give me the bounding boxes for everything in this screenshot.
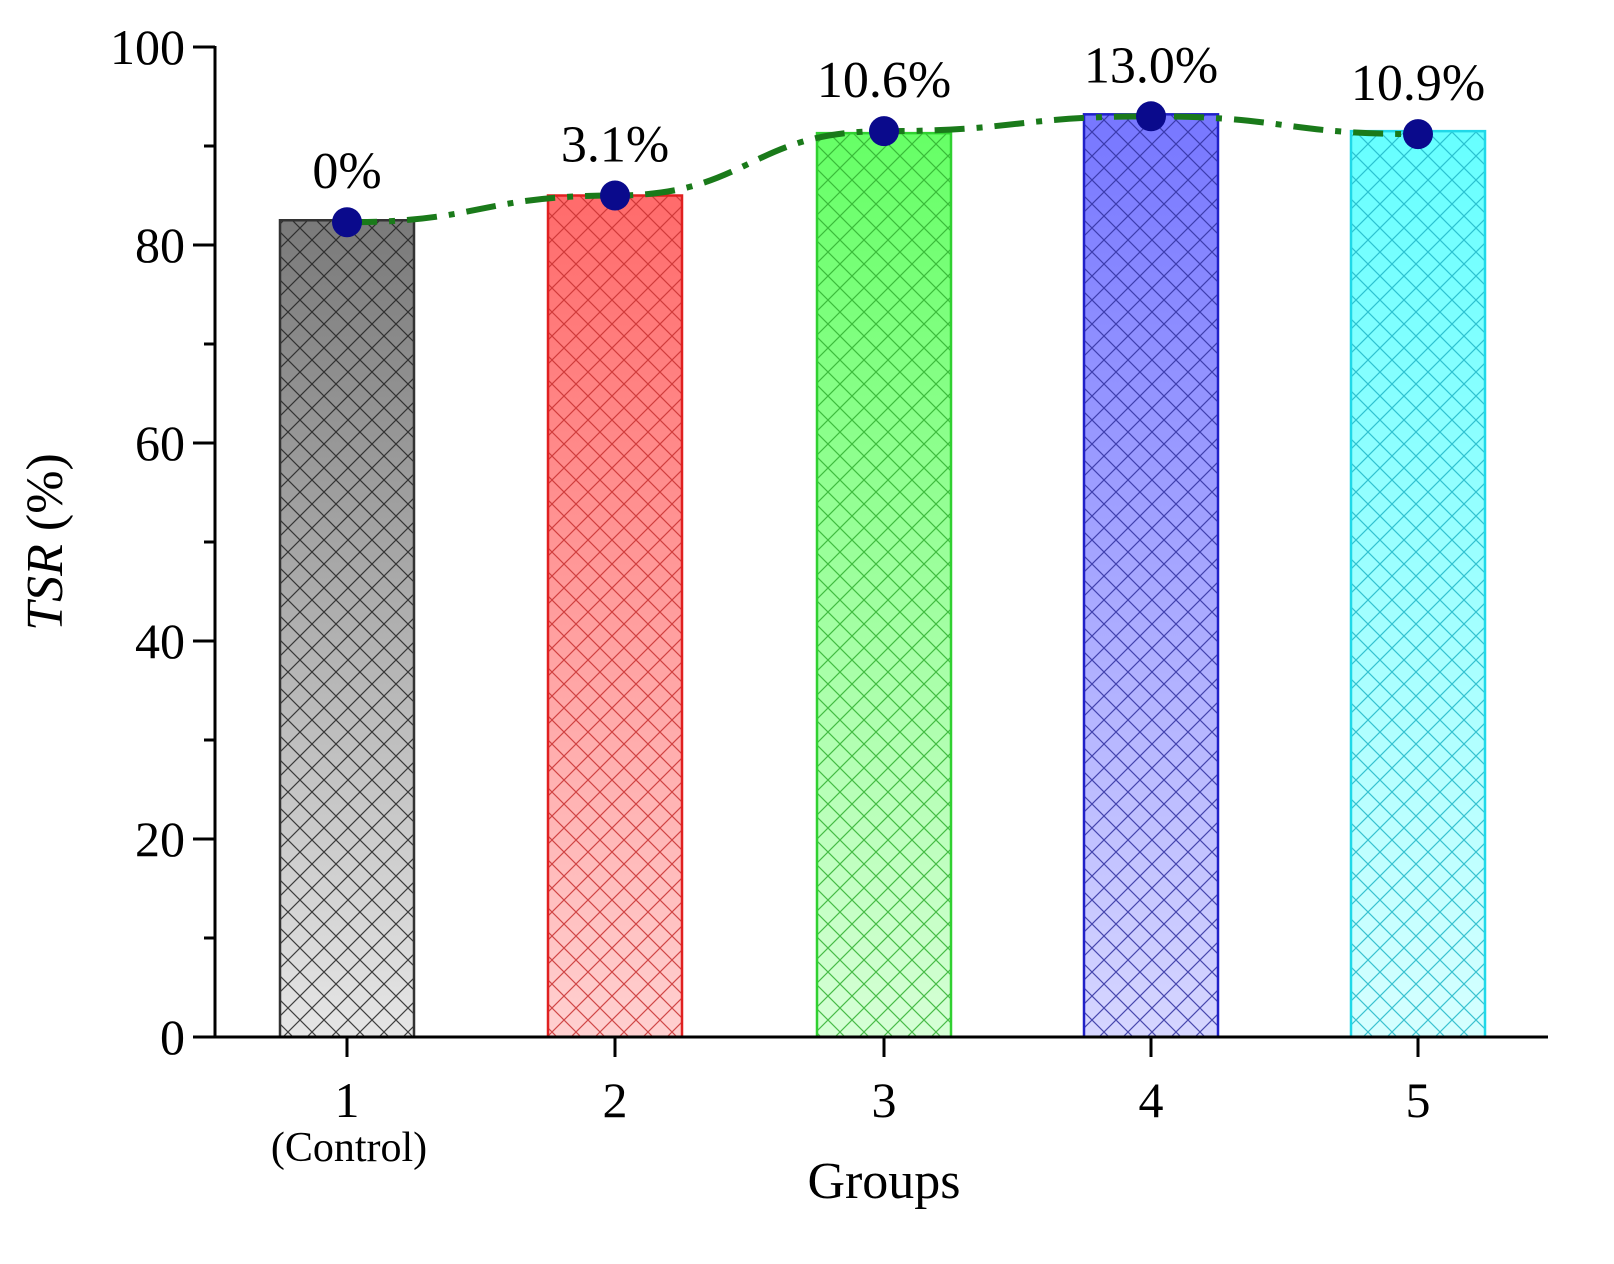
y-tick-label: 80	[135, 217, 185, 273]
trend-marker	[332, 207, 362, 238]
axes-group: 0 20 40 60 80 100 1(Control) 2 3 4 5	[110, 19, 1548, 1171]
x-tick-label: 4	[1139, 1072, 1164, 1128]
data-label: 3.1%	[561, 117, 669, 174]
bar-hatch-group-1	[278, 219, 416, 1039]
x-tick-sublabel: (Control)	[271, 1125, 427, 1171]
data-label: 10.9%	[1351, 55, 1485, 112]
bar-hatch-group-5	[1349, 129, 1487, 1039]
data-label: 13.0%	[1084, 37, 1218, 94]
bars-group	[278, 113, 1487, 1039]
y-tick-label: 60	[135, 415, 185, 471]
bar-hatch-group-2	[546, 194, 684, 1039]
x-tick-label: 5	[1406, 1072, 1431, 1128]
trend-marker	[869, 116, 899, 147]
trend-marker	[1403, 119, 1433, 150]
y-tick-label: 0	[160, 1009, 185, 1065]
y-tick-label: 40	[135, 613, 185, 669]
y-tick-label: 100	[110, 19, 185, 75]
trend-marker	[1136, 101, 1166, 132]
y-tick-label: 20	[135, 811, 185, 867]
y-axis-title-variable: TSR	[17, 544, 74, 631]
x-tick-label: 2	[603, 1072, 628, 1128]
y-axis-title-unit: (%)	[17, 453, 74, 544]
x-tick-label: 1	[335, 1072, 360, 1128]
trend-marker	[600, 180, 630, 211]
bar-hatch-group-3	[815, 131, 953, 1039]
data-label: 0%	[312, 143, 381, 200]
x-axis-title: Groups	[807, 1153, 960, 1210]
x-tick-label: 3	[872, 1072, 897, 1128]
trend-line	[346, 113, 1419, 226]
bar-hatch-group-4	[1082, 113, 1220, 1039]
data-label: 10.6%	[817, 52, 951, 109]
labels-group: 0% 3.1% 10.6% 13.0% 10.9%	[312, 37, 1485, 200]
trend-line-group	[332, 101, 1433, 238]
y-axis-title: TSR (%)	[17, 453, 74, 631]
